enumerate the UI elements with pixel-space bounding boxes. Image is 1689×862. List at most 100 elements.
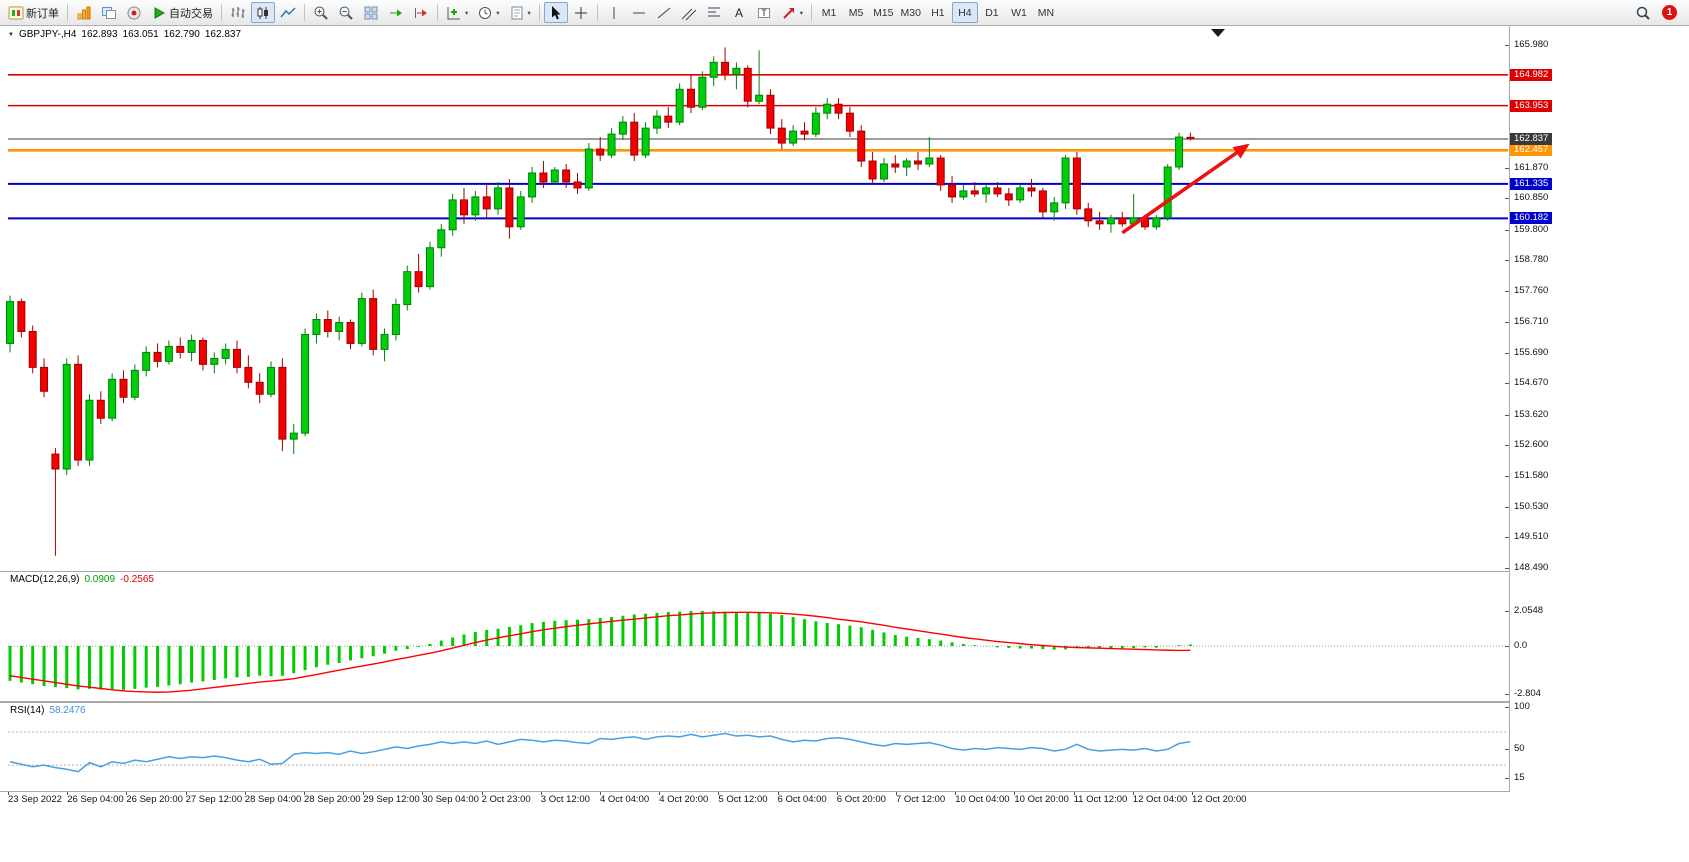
macd-name: MACD(12,26,9) (10, 574, 80, 585)
notification-badge[interactable]: 1 (1662, 5, 1677, 20)
timeframe-h1-button[interactable]: H1 (931, 6, 945, 19)
candle-body (800, 130, 809, 135)
timeframe-h4-button[interactable]: H4 (951, 2, 978, 23)
timeframe-d1-button[interactable]: D1 (985, 6, 999, 19)
tile-windows-button[interactable] (359, 2, 383, 23)
candle-body (164, 345, 173, 362)
autotrading-button[interactable]: 自动交易 (147, 2, 217, 23)
text-label-tool-button[interactable]: T (752, 2, 776, 23)
axis-tick-mark (1505, 260, 1509, 262)
autotrading-play-icon (151, 5, 167, 21)
horizontal-line-tool-button[interactable] (627, 2, 651, 23)
candle-body (1038, 190, 1047, 213)
axis-tick-mark (422, 792, 424, 795)
axis-tick-mark (1505, 707, 1509, 708)
candle-body (1095, 220, 1104, 225)
channel-tool-button[interactable] (677, 2, 701, 23)
search-button[interactable] (1631, 2, 1655, 23)
timeframe-m5-button[interactable]: M5 (848, 6, 864, 19)
candle-body (732, 67, 741, 75)
svg-text:A: A (735, 6, 743, 20)
time-axis-label: 12 Oct 20:00 (1192, 794, 1247, 805)
strategy-tester-icon (126, 5, 142, 21)
timeframe-m15-button[interactable]: M15 (873, 6, 894, 19)
candle-body (618, 121, 627, 135)
macd-scale-label: -2.804 (1514, 687, 1541, 699)
rsi-scale-label: 100 (1514, 701, 1530, 712)
price-axis-tick: 156.710 (1514, 316, 1549, 328)
candle-body (562, 169, 571, 183)
main-chart[interactable] (0, 26, 1510, 571)
toolbar-separator (304, 4, 305, 21)
axis-tick-mark (1505, 693, 1509, 695)
autoscroll-button[interactable] (384, 2, 408, 23)
strategy-tester-button[interactable] (122, 2, 146, 23)
candle-body (391, 304, 400, 335)
text-tool-button[interactable]: A (727, 2, 751, 23)
candle-body (40, 366, 49, 392)
ohlc-low: 162.790 (163, 29, 200, 40)
chart-shift-button[interactable] (409, 2, 433, 23)
candle-body (811, 112, 820, 135)
new-chart-icon (76, 5, 92, 21)
rsi-panel[interactable] (0, 702, 1510, 792)
timeframe-mn-button[interactable]: MN (1037, 6, 1055, 19)
ohlc-close: 162.837 (204, 29, 242, 40)
price-axis-tick: 149.510 (1514, 531, 1549, 543)
autoscroll-icon (388, 5, 404, 21)
candlestick-mode-button[interactable] (251, 2, 275, 23)
svg-text:T: T (761, 8, 767, 18)
dropdown-caret-icon: ▾ (465, 9, 469, 17)
arrows-tool-button[interactable]: ▾ (777, 2, 807, 23)
timeframe-m1-button[interactable]: M1 (821, 6, 837, 19)
candle-body (119, 378, 128, 398)
ohlc-high: 163.051 (122, 29, 159, 40)
trendline-tool-button[interactable] (652, 2, 676, 23)
price-axis-tick: 155.690 (1514, 346, 1549, 358)
macd-scale-label: 2.0548 (1514, 605, 1544, 617)
timeframe-w1-button[interactable]: W1 (1011, 6, 1027, 19)
zoom-in-icon (313, 5, 329, 21)
axis-tick-mark (244, 792, 246, 795)
candle-body (255, 381, 264, 395)
crosshair-tool-button[interactable] (569, 2, 593, 23)
timeframe-m30-button[interactable]: M30 (900, 6, 921, 19)
trend-arrow-annotation[interactable] (1121, 143, 1250, 235)
axis-tick-mark (1505, 167, 1509, 169)
time-axis-label: 26 Sep 20:00 (126, 794, 183, 805)
text-icon: A (731, 5, 747, 21)
candle-body (550, 169, 559, 183)
chart-shift-icon (413, 5, 429, 21)
candle-body (1163, 166, 1172, 219)
bar-chart-mode-button[interactable] (226, 2, 250, 23)
candlestick-icon (255, 5, 271, 21)
indicators-button[interactable]: ▾ (442, 2, 472, 23)
timeframe-group: M1 M5 M15 M30 H1 H4 D1 W1 MN (816, 2, 1059, 23)
axis-tick-mark (1505, 383, 1509, 385)
price-axis-border (1509, 26, 1510, 792)
zoom-out-button[interactable] (334, 2, 358, 23)
zoom-in-button[interactable] (309, 2, 333, 23)
symbol-caret-icon: ▼ (8, 31, 14, 38)
vertical-line-tool-button[interactable] (602, 2, 626, 23)
line-chart-mode-button[interactable] (276, 2, 300, 23)
time-axis-label: 30 Sep 04:00 (422, 794, 479, 805)
cursor-tool-button[interactable] (543, 2, 568, 23)
new-order-button[interactable]: 新订单 (4, 2, 63, 23)
macd-panel[interactable] (0, 571, 1510, 702)
candle-body (51, 453, 60, 470)
periods-button[interactable]: ▾ (473, 2, 503, 23)
candle-body (1152, 217, 1161, 228)
candle-body (1072, 157, 1081, 210)
new-chart-button[interactable] (72, 2, 96, 23)
candle-body (448, 199, 457, 231)
candle-body (664, 115, 673, 123)
axis-tick-mark (481, 792, 483, 795)
fibonacci-tool-button[interactable] (702, 2, 726, 23)
candle-body (1175, 136, 1184, 168)
profiles-button[interactable] (97, 2, 121, 23)
axis-tick-mark (600, 792, 601, 795)
chart-shift-marker[interactable] (1211, 29, 1225, 37)
templates-button[interactable]: ▾ (505, 2, 535, 23)
candle-body (630, 121, 639, 156)
